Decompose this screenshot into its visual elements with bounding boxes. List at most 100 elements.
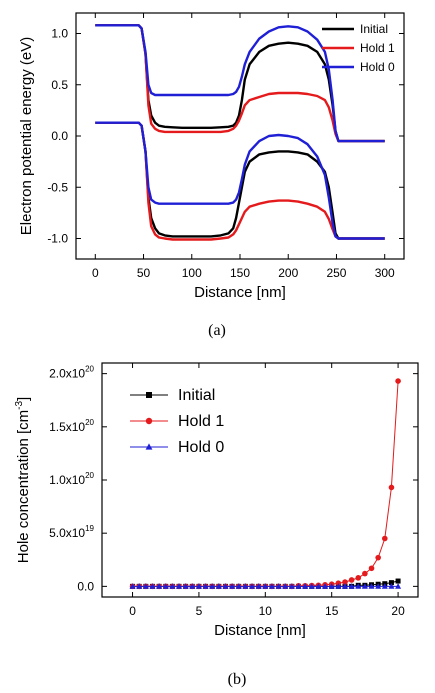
- data-point: [295, 583, 302, 589]
- data-point: [275, 583, 282, 589]
- data-point: [335, 583, 342, 589]
- data-point: [348, 577, 355, 583]
- data-point: [395, 378, 401, 384]
- legend-label: Initial: [360, 22, 388, 36]
- legend: Initial Hold 1 Hold 0: [322, 22, 395, 74]
- data-point: [129, 583, 136, 589]
- x-tick-label: 0: [92, 266, 99, 280]
- series-line: [95, 24, 385, 143]
- y-tick-label: 0.0: [51, 129, 68, 143]
- data-point: [388, 484, 395, 491]
- data-point: [202, 583, 209, 589]
- x-tick-label: 250: [326, 266, 346, 280]
- y-tick-label: 2.0x1020: [49, 365, 94, 381]
- x-tick-label: 0: [129, 604, 136, 618]
- data-point: [395, 583, 402, 589]
- data-point: [142, 583, 149, 589]
- data-point: [355, 575, 362, 581]
- data-point: [308, 583, 315, 589]
- data-point: [328, 583, 335, 589]
- data-point: [195, 583, 202, 589]
- data-point: [249, 583, 256, 589]
- data-point: [182, 583, 189, 589]
- data-point: [382, 535, 388, 542]
- data-point: [288, 583, 295, 589]
- legend-label: Hold 0: [360, 60, 395, 74]
- data-point: [342, 579, 348, 585]
- legend-label: Hold 1: [178, 413, 224, 430]
- data-point: [149, 583, 156, 589]
- y-tick-label: 1.5x1020: [49, 418, 94, 434]
- data-point: [235, 583, 242, 589]
- data-point: [222, 583, 229, 589]
- data-point: [375, 554, 381, 561]
- data-point: [388, 580, 394, 586]
- data-point: [215, 583, 222, 589]
- y-tick-label: 0.5: [51, 78, 68, 92]
- panel-a-chart: 0 50 100 150 200 250 300 1.0 0.5 0.0 -0.5 -1.0 Dista…: [18, 12, 405, 339]
- y-tick-label: -1.0: [47, 232, 68, 246]
- y-axis-label: Electron potential energy (eV): [18, 37, 35, 235]
- y-tick-label: 0.0: [77, 579, 94, 593]
- data-point: [395, 578, 401, 584]
- legend: Initial Hold 1 Hold 0: [130, 387, 224, 456]
- data-point: [361, 583, 368, 589]
- data-point: [315, 583, 322, 589]
- data-point: [169, 583, 176, 589]
- panel-label: (a): [208, 322, 226, 339]
- x-axis-label: Distance [nm]: [194, 284, 286, 301]
- legend-label: Hold 1: [360, 41, 395, 55]
- data-point: [282, 583, 289, 589]
- data-point: [348, 583, 355, 589]
- data-point: [381, 583, 388, 589]
- data-point: [368, 565, 375, 572]
- data-point: [242, 583, 249, 589]
- data-point: [255, 583, 262, 589]
- plot-frame: [101, 362, 419, 598]
- x-axis-label: Distance [nm]: [214, 622, 306, 639]
- data-point: [268, 583, 275, 589]
- series-line: [95, 121, 385, 241]
- y-tick-label: -0.5: [47, 180, 68, 194]
- x-tick-label: 300: [375, 266, 395, 280]
- data-point: [209, 583, 216, 589]
- panel-b-chart: 0 5 10 15 20 0.0 5.0x1019 1.0x1020 1.5x1020 2.0x1…: [14, 362, 419, 688]
- y-tick-label: 1.0x1020: [49, 471, 94, 487]
- x-tick-label: 20: [391, 604, 405, 618]
- data-point: [322, 583, 329, 589]
- series-line: [95, 24, 385, 143]
- data-point: [375, 583, 382, 589]
- series-line: [95, 121, 385, 240]
- data-point: [341, 583, 348, 589]
- series-line: [95, 24, 385, 143]
- data-point: [189, 583, 196, 589]
- data-point: [368, 583, 375, 589]
- data-point: [136, 583, 143, 589]
- x-tick-label: 50: [137, 266, 151, 280]
- panel-label: (b): [228, 671, 247, 688]
- x-tick-label: 200: [278, 266, 298, 280]
- data-point: [162, 583, 169, 589]
- x-tick-label: 10: [259, 604, 273, 618]
- data-point: [362, 570, 368, 577]
- y-tick-label: 1.0: [51, 27, 68, 41]
- data-point: [388, 583, 395, 589]
- legend-marker: [146, 392, 152, 398]
- x-tick-label: 100: [182, 266, 202, 280]
- legend-label: Hold 0: [178, 439, 224, 456]
- legend-marker: [145, 417, 153, 425]
- y-axis-label: Hole concentration [cm-3]: [14, 397, 32, 563]
- legend-label: Initial: [178, 387, 215, 404]
- data-point: [262, 583, 269, 589]
- legend-marker: [145, 443, 153, 450]
- data-point: [355, 583, 362, 589]
- x-tick-label: 15: [325, 604, 339, 618]
- data-point: [302, 583, 309, 589]
- y-tick-label: 5.0x1019: [49, 524, 94, 540]
- data-point: [229, 583, 236, 589]
- x-tick-label: 5: [196, 604, 203, 618]
- data-point: [156, 583, 163, 589]
- data-point: [176, 583, 183, 589]
- x-tick-label: 150: [230, 266, 250, 280]
